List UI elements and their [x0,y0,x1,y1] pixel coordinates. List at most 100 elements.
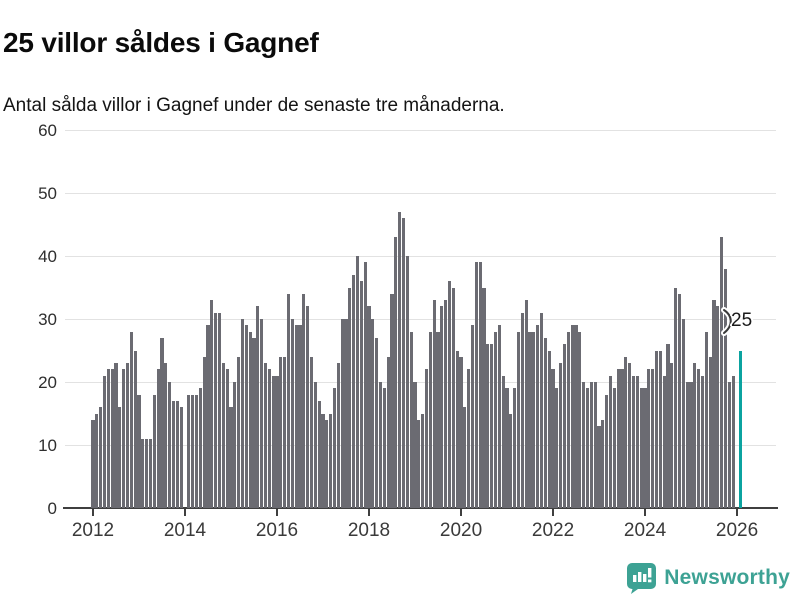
x-axis-tick-label: 2020 [439,520,483,541]
bar [390,293,394,508]
bar [375,337,379,508]
highlight-value-label: 25 [731,310,753,331]
bar [681,319,685,508]
bar [313,382,317,508]
bar [283,356,287,508]
bar [597,426,601,508]
y-gridline [65,318,776,320]
bar [421,413,425,508]
bar [233,382,237,508]
bar [252,337,256,508]
bar [509,413,513,508]
bar [670,363,674,508]
x-axis-tick [92,509,94,516]
x-axis-tick-label: 2024 [623,520,667,541]
y-axis-tick-label: 0 [47,499,57,518]
bar [451,287,455,508]
bar [106,369,110,508]
x-axis-tick-label: 2014 [163,520,207,541]
bar [409,331,413,508]
bar [605,394,609,508]
bar [329,413,333,508]
bar [309,356,314,508]
bar [355,256,360,508]
bar [225,369,229,508]
x-axis-tick [552,509,555,516]
bar [608,375,613,508]
bar [723,268,728,508]
bar [620,369,624,508]
bar [708,356,712,508]
bar [191,394,195,508]
bar [455,350,459,508]
bar [237,356,241,508]
bar [486,344,490,508]
x-axis-tick-label: 2026 [715,520,759,541]
bar [570,325,574,508]
bar [91,419,95,508]
bar [470,325,475,508]
bar [551,369,555,508]
bar [467,369,471,508]
bar [148,438,153,508]
bar [290,319,294,508]
bar [424,369,429,508]
bar [513,388,517,508]
bar [413,382,417,508]
bar [298,325,302,508]
x-axis-tick-label: 2022 [531,520,575,541]
bar [624,356,628,508]
bar [720,237,724,508]
bar [700,375,705,508]
bar [585,388,590,508]
bar [559,363,563,508]
bar [394,237,398,508]
bar [175,400,179,508]
bar [532,331,536,508]
bar [401,218,406,508]
bar [302,293,306,508]
bar [363,262,367,508]
y-axis-tick-label: 60 [38,121,57,140]
x-axis-tick [276,509,278,516]
bar [125,363,130,508]
bar [459,356,463,508]
bar [654,350,659,508]
bar [428,331,432,508]
bar [198,388,202,508]
bar [168,382,172,508]
bar [256,306,260,508]
x-axis-tick [184,509,186,516]
bar [260,319,264,508]
bar [275,375,279,508]
y-gridline [65,192,776,194]
bar [589,382,593,508]
bar [631,375,636,508]
bar [141,438,145,508]
bar [497,325,501,508]
bar [221,363,225,508]
bar [160,337,164,508]
bar [171,400,176,508]
bar [336,363,340,508]
bar [639,388,643,508]
x-axis-tick [368,509,370,516]
bar [244,325,248,508]
bar [164,363,168,508]
bar [405,256,409,508]
bar [712,300,716,508]
bar [685,382,689,508]
bar [478,262,482,508]
bar [240,319,245,508]
bar [306,306,310,508]
bar [524,300,528,508]
bar [95,413,99,508]
bar [332,388,337,508]
bar [279,356,283,508]
bar [137,394,141,508]
bar [340,319,344,508]
bar [325,419,329,508]
bar [601,419,605,508]
bar [447,281,452,508]
